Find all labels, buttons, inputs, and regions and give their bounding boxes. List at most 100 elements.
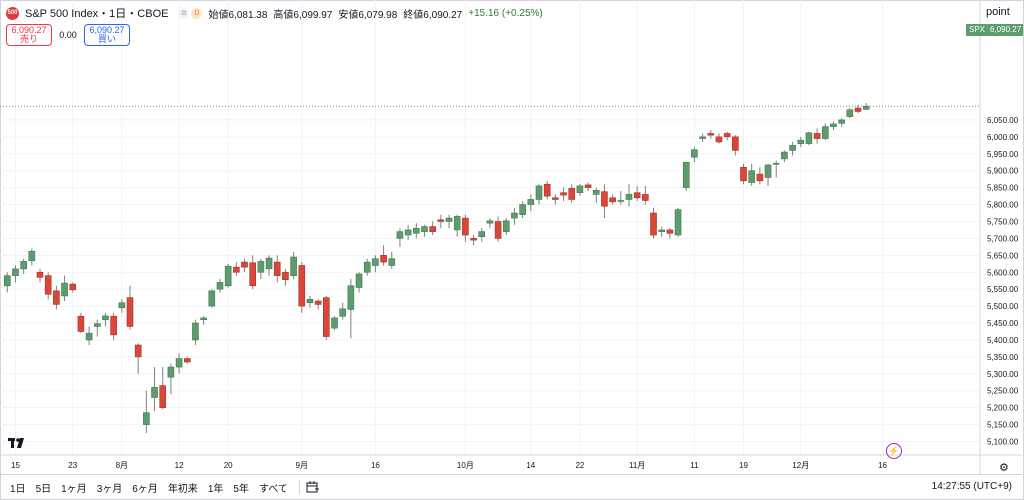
price-tick-label: 5,150.00 — [987, 421, 1019, 430]
candle-up — [682, 161, 690, 188]
range-5d[interactable]: 5日 — [35, 483, 52, 495]
candle-down — [494, 221, 502, 239]
candle-up — [453, 216, 461, 231]
delay-badge[interactable]: D — [191, 7, 203, 19]
price-tick-label: 6,000.00 — [987, 133, 1019, 142]
grid-lines — [0, 0, 980, 455]
last-price-tag: 6,090.27 — [988, 24, 1024, 36]
price-tick-label: 5,450.00 — [987, 319, 1019, 328]
clock[interactable]: 14:27:55 (UTC+9) — [931, 481, 1012, 492]
symbol-title[interactable]: S&P 500 Index・1日・CBOE — [25, 8, 169, 20]
time-tick-label: 12月 — [792, 461, 809, 470]
range-5y[interactable]: 5年 — [233, 483, 249, 495]
candle-down — [854, 107, 862, 112]
price-tick-label: 5,250.00 — [987, 387, 1019, 396]
price-tick-label: 5,550.00 — [987, 285, 1019, 294]
toolbar-divider — [298, 480, 300, 494]
spx-logo: 500 — [6, 6, 19, 20]
candle-down — [666, 229, 674, 234]
candle-up — [830, 123, 837, 127]
candle-up — [617, 200, 625, 202]
candle-down — [249, 262, 256, 287]
candle-down — [560, 192, 567, 196]
time-tick-label: 16 — [371, 461, 380, 470]
candle-up — [167, 366, 175, 378]
range-1m[interactable]: 1ヶ月 — [61, 483, 87, 495]
tradingview-logo-icon[interactable] — [8, 437, 28, 449]
candle-up — [625, 194, 633, 200]
candle-up — [486, 220, 494, 224]
symbol-tag: SPX — [966, 24, 989, 36]
ohlc-low: 安値6,079.98 — [338, 9, 398, 21]
candle-down — [159, 385, 167, 408]
time-tick-label: 16 — [878, 461, 887, 470]
chart-legend: 500 S&P 500 Index・1日・CBOE ⊙ D 始値6,081.38… — [6, 4, 543, 22]
range-3m[interactable]: 3ヶ月 — [96, 483, 123, 495]
time-tick-label: 23 — [68, 461, 77, 470]
candle-down — [429, 226, 436, 232]
candle-up — [396, 231, 404, 239]
settings-icon[interactable]: ⚙ — [999, 462, 1009, 474]
range-ytd[interactable]: 年初来 — [167, 483, 198, 495]
candle-up — [821, 126, 829, 139]
candle-up — [257, 261, 265, 273]
time-tick-label: 9月 — [296, 461, 308, 470]
candle-up — [265, 257, 273, 270]
buy-button[interactable]: 6,090.27 買い — [84, 24, 130, 46]
candle-down — [601, 191, 608, 207]
candle-up — [674, 209, 682, 236]
trade-buttons: 6,090.27 売り 0.00 6,090.27 買い — [6, 24, 130, 46]
candle-up — [208, 290, 216, 307]
ohlc-close: 終値6,090.27 — [403, 9, 463, 21]
price-tick-label: 5,900.00 — [987, 167, 1019, 176]
candle-up — [805, 132, 813, 144]
range-all[interactable]: すべて — [258, 483, 288, 495]
time-tick-label: 22 — [575, 461, 584, 470]
range-1d[interactable]: 1日 — [10, 483, 26, 495]
status-badges[interactable]: ⊙ D — [178, 7, 203, 19]
candle-up — [200, 317, 207, 320]
candle-down — [609, 197, 616, 203]
candle-down — [568, 188, 576, 200]
sell-button[interactable]: 6,090.27 売り — [6, 24, 52, 46]
candle-up — [20, 261, 27, 270]
candle-down — [134, 344, 142, 358]
time-tick-label: 11 — [690, 461, 699, 470]
candle-up — [404, 229, 412, 236]
price-tick-label: 5,200.00 — [987, 404, 1019, 413]
range-1y[interactable]: 1年 — [207, 483, 224, 495]
price-unit-label[interactable]: point — [986, 6, 1010, 18]
candle-down — [633, 192, 641, 199]
range-6m[interactable]: 6ヶ月 — [132, 483, 158, 495]
lightning-icon[interactable]: ⚡ — [886, 443, 902, 459]
price-tick-label: 5,750.00 — [987, 217, 1019, 226]
price-tick-label: 5,350.00 — [987, 353, 1019, 362]
candle-down — [44, 275, 52, 295]
date-range-icon[interactable] — [306, 481, 320, 493]
price-tick-label: 5,800.00 — [987, 201, 1019, 210]
bottom-toolbar: 1日 5日 1ヶ月 3ヶ月 6ヶ月 年初来 1年 5年 すべて 14:27:55… — [0, 474, 1022, 499]
market-status-icon[interactable]: ⊙ — [178, 7, 190, 19]
candle-down — [282, 271, 289, 280]
time-tick-label: 15 — [11, 461, 20, 470]
candle-down — [470, 238, 477, 241]
candle-down — [756, 173, 764, 182]
candle-down — [740, 167, 747, 182]
candle-up — [519, 204, 526, 216]
price-tick-label: 5,400.00 — [987, 336, 1019, 345]
candle-up — [478, 231, 486, 238]
price-tick-label: 5,950.00 — [987, 150, 1019, 159]
candles — [4, 103, 870, 434]
time-tick-label: 10月 — [457, 461, 474, 470]
candle-down — [543, 183, 551, 197]
price-tick-label: 6,050.00 — [987, 116, 1019, 125]
candle-up — [699, 136, 706, 139]
candle-down — [380, 255, 387, 263]
candle-up — [175, 358, 183, 368]
spread-value: 0.00 — [59, 30, 77, 40]
buy-label: 買い — [97, 34, 116, 44]
candle-up — [838, 119, 845, 124]
candle-up — [576, 185, 584, 194]
time-tick-label: 19 — [739, 461, 748, 470]
